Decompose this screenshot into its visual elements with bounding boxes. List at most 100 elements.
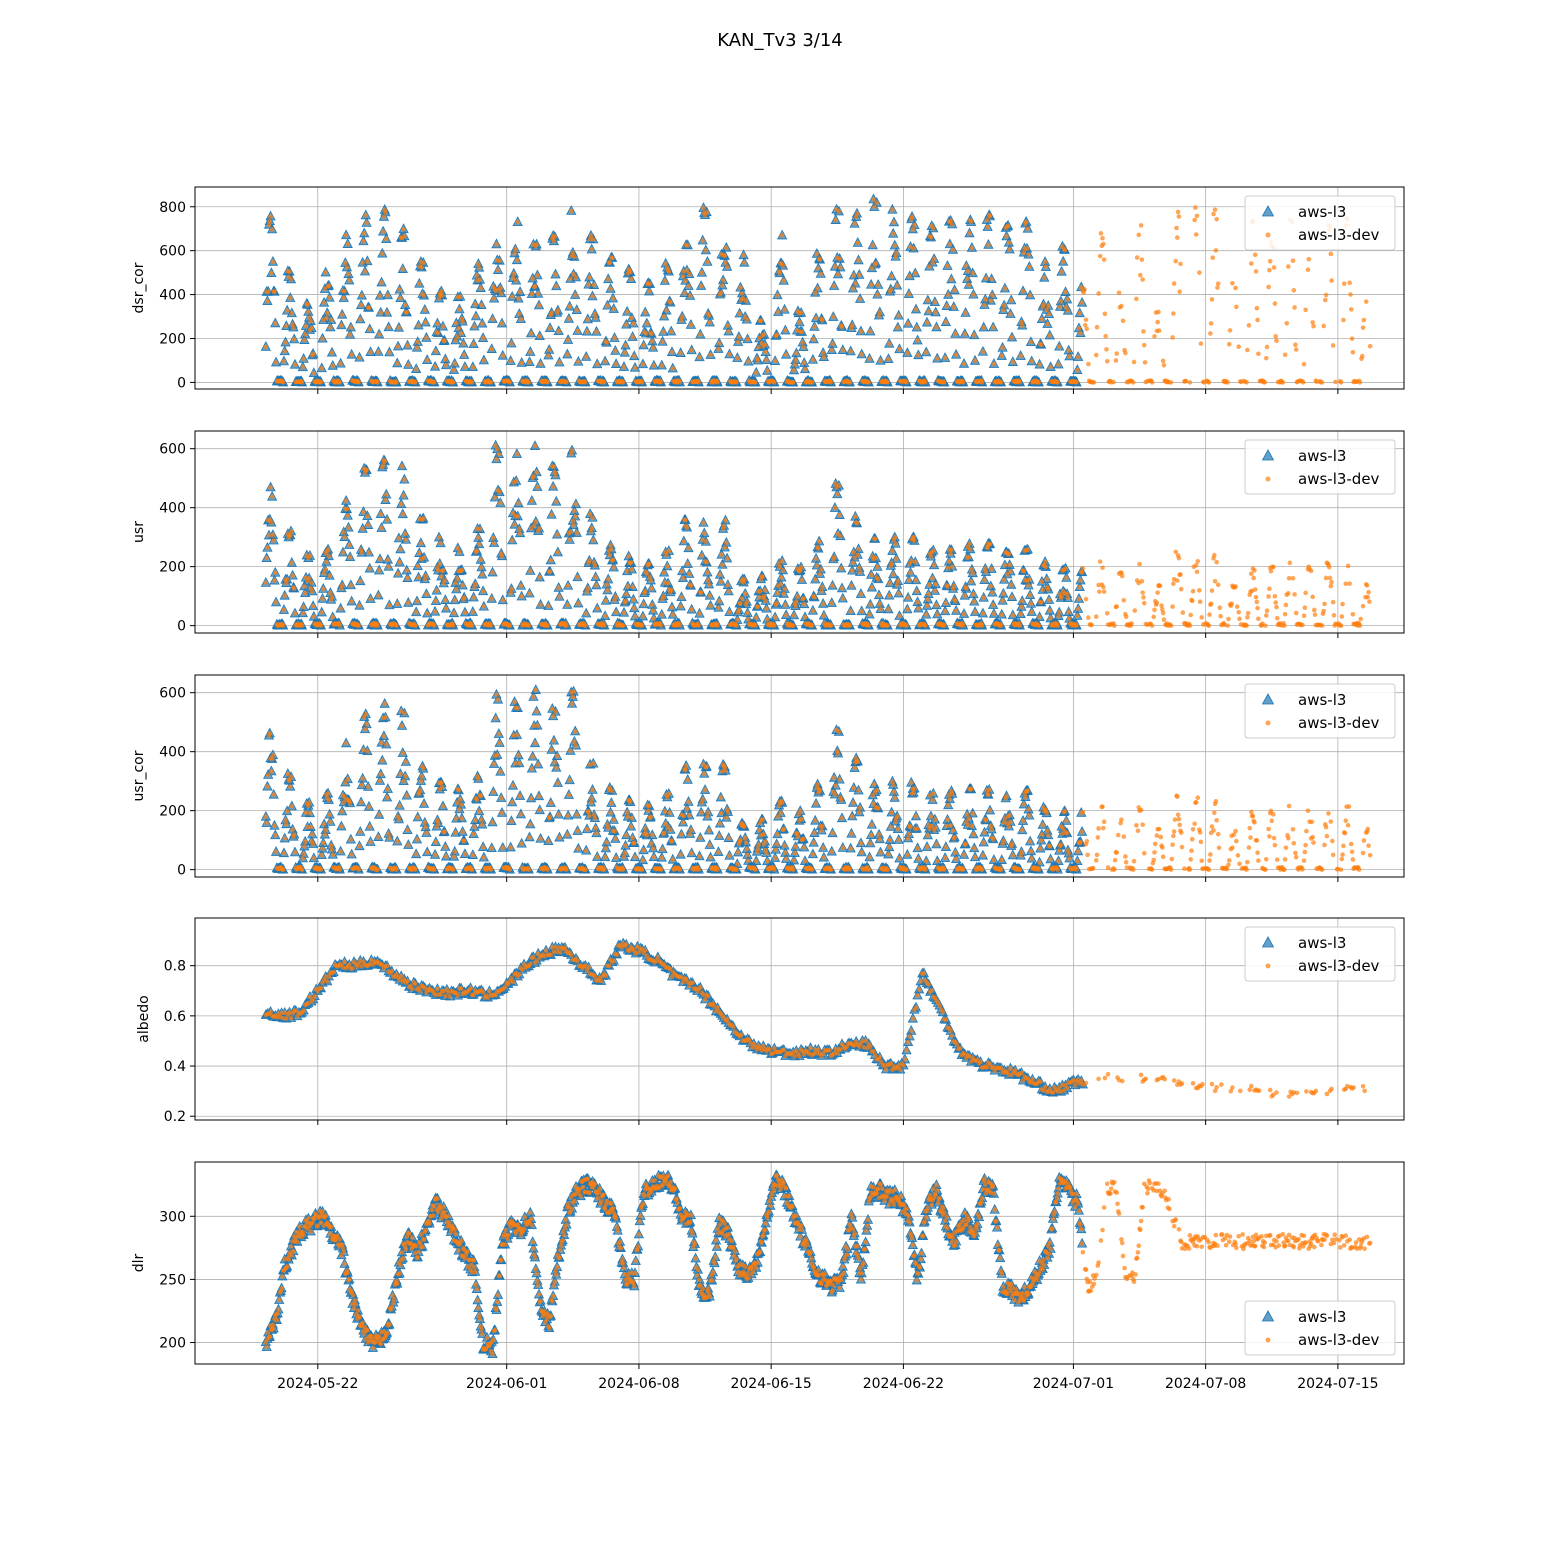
data-point-aws-l3-dev bbox=[362, 269, 368, 274]
data-point-aws-l3-dev bbox=[915, 338, 920, 343]
data-point-aws-l3-dev bbox=[1008, 298, 1014, 303]
data-point-aws-l3-dev bbox=[376, 568, 382, 573]
data-point-aws-l3-dev bbox=[812, 577, 818, 582]
data-point-aws-l3-dev bbox=[1360, 325, 1366, 330]
data-point-aws-l3-dev bbox=[1026, 252, 1031, 257]
data-point-aws-l3-dev bbox=[272, 570, 278, 576]
data-point-aws-l3-dev bbox=[1076, 596, 1082, 602]
data-point-aws-l3-dev bbox=[497, 489, 502, 495]
data-point-aws-l3-dev bbox=[431, 623, 437, 628]
data-point-aws-l3-dev bbox=[988, 298, 994, 303]
data-point-aws-l3-dev bbox=[553, 272, 558, 277]
legend-box bbox=[1244, 195, 1396, 251]
data-point-aws-l3-dev bbox=[896, 313, 901, 318]
data-point-aws-l3-dev bbox=[885, 380, 890, 385]
data-point-aws-l3-dev bbox=[718, 579, 724, 584]
data-point-aws-l3-dev bbox=[1340, 601, 1345, 607]
data-point-aws-l3-dev bbox=[772, 380, 777, 385]
data-point-aws-l3-dev bbox=[477, 526, 483, 532]
data-point-aws-l3-dev bbox=[1027, 592, 1033, 598]
data-point-aws-l3-dev bbox=[816, 539, 822, 544]
data-point-aws-l3-dev bbox=[1065, 595, 1071, 601]
data-point-aws-l3-dev bbox=[1303, 307, 1308, 313]
data-point-aws-l3-dev bbox=[1197, 599, 1203, 605]
data-point-aws-l3-dev bbox=[610, 557, 616, 563]
data-point-aws-l3-dev bbox=[852, 221, 857, 227]
data-point-aws-l3-dev bbox=[451, 610, 457, 616]
data-point-aws-l3-dev bbox=[320, 586, 326, 592]
data-point-aws-l3-dev bbox=[301, 356, 306, 362]
data-point-aws-l3-dev bbox=[687, 571, 692, 577]
data-point-aws-l3-dev bbox=[658, 623, 664, 628]
data-point-aws-l3-dev bbox=[265, 545, 270, 551]
data-point-aws-l3-dev bbox=[442, 577, 447, 583]
data-point-aws-l3-dev bbox=[866, 380, 872, 385]
data-point-aws-l3-dev bbox=[812, 324, 817, 330]
data-point-aws-l3-dev bbox=[678, 604, 683, 609]
data-point-aws-l3-dev bbox=[383, 210, 388, 215]
data-point-aws-l3-dev bbox=[605, 577, 611, 582]
data-point-aws-l3-dev bbox=[395, 571, 401, 576]
data-point-aws-l3-dev bbox=[400, 266, 406, 272]
data-point-aws-l3-dev bbox=[1264, 608, 1270, 614]
data-point-aws-l3-dev bbox=[1002, 562, 1008, 568]
data-point-aws-l3-dev bbox=[928, 554, 934, 559]
data-point-aws-l3-dev bbox=[1045, 321, 1050, 327]
data-point-aws-l3-dev bbox=[622, 350, 628, 355]
data-point-aws-l3-dev bbox=[330, 363, 336, 369]
data-point-aws-l3-dev bbox=[908, 558, 914, 564]
data-point-aws-l3-dev bbox=[1168, 380, 1174, 385]
data-point-aws-l3-dev bbox=[1308, 568, 1314, 574]
data-point-aws-l3-dev bbox=[641, 343, 646, 348]
data-point-aws-l3-dev bbox=[1102, 311, 1108, 317]
data-point-aws-l3-dev bbox=[549, 512, 554, 518]
data-point-aws-l3-dev bbox=[375, 623, 380, 628]
data-point-aws-l3-dev bbox=[791, 368, 797, 373]
data-point-aws-l3-dev bbox=[679, 594, 684, 600]
data-point-aws-l3-dev bbox=[360, 526, 365, 532]
data-point-aws-l3-dev bbox=[1244, 380, 1249, 385]
data-point-aws-l3-dev bbox=[707, 320, 713, 325]
data-point-aws-l3-dev bbox=[443, 597, 448, 603]
data-point-aws-l3-dev bbox=[273, 360, 279, 365]
data-point-aws-l3-dev bbox=[512, 522, 517, 527]
data-point-aws-l3-dev bbox=[813, 556, 819, 561]
data-point-aws-l3-dev bbox=[1131, 359, 1137, 365]
data-point-aws-l3-dev bbox=[1293, 347, 1299, 352]
data-point-aws-l3-dev bbox=[821, 354, 827, 360]
data-point-aws-l3-dev bbox=[875, 292, 880, 297]
data-point-aws-l3-dev bbox=[828, 380, 834, 385]
data-point-aws-l3-dev bbox=[584, 329, 590, 334]
data-point-aws-l3-dev bbox=[912, 559, 918, 565]
data-point-aws-l3-dev bbox=[1312, 612, 1318, 617]
data-point-aws-l3-dev bbox=[688, 322, 694, 328]
data-point-aws-l3-dev bbox=[568, 529, 573, 535]
data-point-aws-l3-dev bbox=[402, 233, 407, 239]
data-point-aws-l3-dev bbox=[495, 267, 501, 273]
data-point-aws-l3-dev bbox=[1001, 591, 1006, 597]
data-point-aws-l3-dev bbox=[1084, 326, 1090, 332]
data-point-aws-l3-dev bbox=[1206, 380, 1212, 385]
data-point-aws-l3-dev bbox=[1252, 587, 1258, 592]
data-point-aws-l3-dev bbox=[1091, 380, 1097, 385]
data-point-aws-l3-dev bbox=[1027, 293, 1033, 298]
data-point-aws-l3-dev bbox=[406, 600, 411, 606]
data-point-aws-l3-dev bbox=[911, 534, 916, 540]
data-point-aws-l3-dev bbox=[642, 588, 648, 594]
data-point-aws-l3-dev bbox=[402, 477, 407, 482]
data-point-aws-l3-dev bbox=[763, 598, 768, 604]
data-point-aws-l3-dev bbox=[565, 602, 570, 608]
data-point-aws-l3-dev bbox=[706, 582, 712, 587]
data-point-aws-l3-dev bbox=[1364, 583, 1370, 588]
data-point-aws-l3-dev bbox=[1177, 289, 1182, 295]
data-point-aws-l3-dev bbox=[527, 359, 532, 365]
data-point-aws-l3-dev bbox=[1253, 269, 1259, 274]
data-point-aws-l3-dev bbox=[300, 610, 306, 616]
data-point-aws-l3-dev bbox=[689, 347, 694, 353]
data-point-aws-l3-dev bbox=[1175, 578, 1180, 583]
data-point-aws-l3-dev bbox=[893, 541, 898, 547]
data-point-aws-l3-dev bbox=[583, 623, 588, 628]
data-point-aws-l3-dev bbox=[859, 352, 864, 357]
data-point-aws-l3-dev bbox=[395, 344, 401, 349]
data-point-aws-l3-dev bbox=[565, 583, 571, 589]
